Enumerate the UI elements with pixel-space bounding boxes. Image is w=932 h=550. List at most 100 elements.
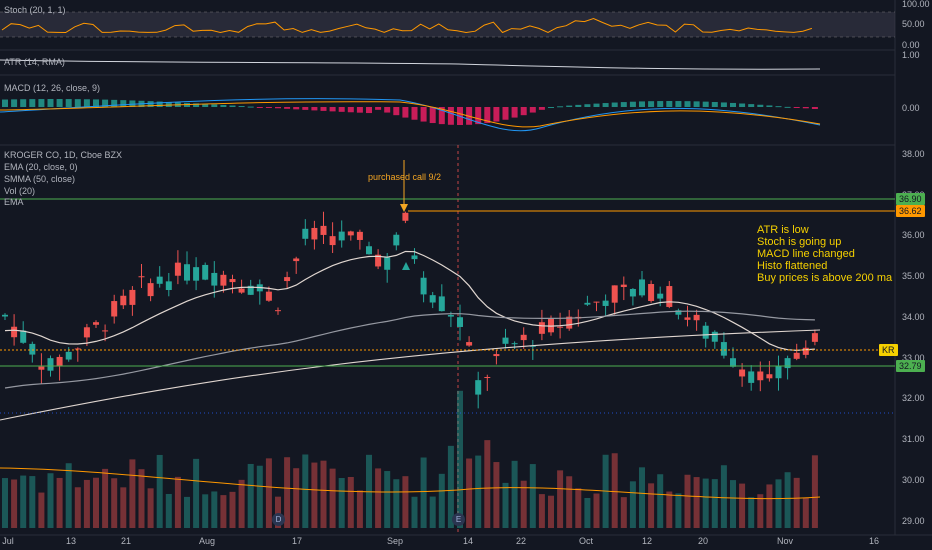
candle-body	[429, 295, 436, 303]
volume-bar	[120, 487, 127, 528]
indicator-ema: EMA	[4, 197, 24, 207]
volume-bar	[702, 478, 709, 528]
symbol-title: KROGER CO, 1D, Cboe BZX	[4, 150, 123, 160]
volume-bar	[575, 488, 582, 528]
macd-histogram-bar	[566, 105, 573, 107]
macd-histogram-bar	[329, 107, 336, 112]
macd-histogram-bar	[120, 100, 127, 107]
macd-histogram-bar	[129, 100, 136, 107]
macd-histogram-bar	[284, 107, 291, 109]
volume-bar	[693, 477, 700, 528]
note-histo: Histo flattened	[757, 260, 828, 272]
volume-bar	[393, 479, 400, 528]
volume-bar	[174, 476, 181, 528]
time-tick-13: 13	[65, 536, 77, 546]
macd-histogram-bar	[739, 103, 746, 107]
macd-histogram-bar	[11, 99, 18, 107]
candle-body	[38, 366, 45, 370]
macd-histogram-bar	[102, 99, 109, 107]
candle-body	[557, 326, 564, 328]
candle-body	[693, 314, 700, 321]
candle-body	[83, 327, 90, 338]
macd-histogram-bar	[220, 104, 227, 107]
volume-bar	[493, 462, 500, 528]
candle-body	[802, 347, 809, 355]
macd-histogram-bar	[438, 107, 445, 125]
volume-bar	[538, 494, 545, 528]
candle-body	[502, 337, 509, 344]
macd-histogram-bar	[584, 104, 591, 107]
volume-bar	[520, 480, 527, 528]
macd-histogram-bar	[648, 101, 655, 107]
candle-body	[265, 291, 272, 301]
macd-histogram-bar	[302, 107, 309, 110]
volume-bar	[675, 493, 682, 528]
volume-bar	[229, 491, 236, 528]
macd-histogram-bar	[147, 101, 154, 107]
candle-body	[11, 326, 18, 338]
macd-histogram-bar	[375, 107, 382, 110]
volume-bar	[711, 479, 718, 528]
volume-bar	[193, 458, 200, 528]
candle-body	[393, 234, 400, 246]
macd-histogram-bar	[65, 99, 72, 107]
time-tick-nov: Nov	[776, 536, 794, 546]
dividend-marker[interactable]: D	[272, 513, 285, 526]
candle-body	[302, 228, 309, 239]
volume-bar	[347, 476, 354, 528]
candle-body	[329, 236, 336, 246]
volume-bar	[730, 480, 736, 528]
time-tick-aug: Aug	[198, 536, 216, 546]
candle-body	[593, 301, 600, 303]
volume-bar	[202, 494, 209, 528]
candle-body	[675, 310, 682, 315]
candle-body	[238, 288, 245, 293]
macd-histogram-bar	[557, 106, 564, 108]
smma50-line	[4, 310, 815, 389]
candle-body	[311, 227, 318, 240]
candle-body	[184, 264, 190, 281]
volume-bar	[802, 497, 809, 528]
price-tick-30: 30.00	[902, 475, 925, 485]
macd-histogram-bar	[156, 101, 163, 107]
price-tick-36: 36.00	[902, 230, 925, 240]
candle-body	[74, 348, 81, 350]
note-price: Buy prices is above 200 ma	[757, 272, 893, 284]
candle-body	[320, 225, 327, 235]
resistance-high-tag: 36.90	[896, 193, 925, 205]
candle-body	[447, 314, 454, 317]
atr-title: ATR (14, RMA)	[4, 57, 65, 67]
note-stoch: Stoch is going up	[757, 236, 842, 248]
volume-bar	[557, 470, 564, 528]
candle-body	[520, 334, 527, 341]
volume-bar	[793, 477, 800, 528]
macd-histogram-bar	[793, 107, 800, 108]
macd-histogram-bar	[684, 101, 691, 107]
ema-long-line	[0, 329, 821, 421]
macd-histogram-bar	[720, 102, 727, 107]
macd-histogram-bar	[265, 107, 272, 108]
candle-body	[229, 279, 236, 283]
volume-bar	[147, 488, 154, 528]
candle-body	[138, 276, 145, 278]
macd-histogram-bar	[429, 107, 436, 124]
macd-histogram-bar	[356, 107, 363, 113]
macd-histogram-bar	[366, 107, 372, 114]
candle-body	[2, 314, 8, 317]
candle-body	[375, 254, 382, 267]
volume-bar	[466, 458, 473, 528]
macd-histogram-bar	[811, 107, 818, 109]
candle-body	[493, 354, 500, 357]
candle-body	[29, 343, 36, 355]
macd-histogram-bar	[675, 101, 682, 107]
macd-histogram-bar	[639, 101, 645, 107]
volume-bar	[720, 465, 727, 528]
price-tick-31: 31.00	[902, 434, 925, 444]
candle-body	[111, 301, 118, 317]
candle-body	[275, 310, 281, 312]
macd-histogram-bar	[338, 107, 345, 112]
candle-body	[20, 330, 27, 343]
volume-bar	[811, 455, 818, 528]
earnings-marker[interactable]: E	[452, 513, 465, 526]
